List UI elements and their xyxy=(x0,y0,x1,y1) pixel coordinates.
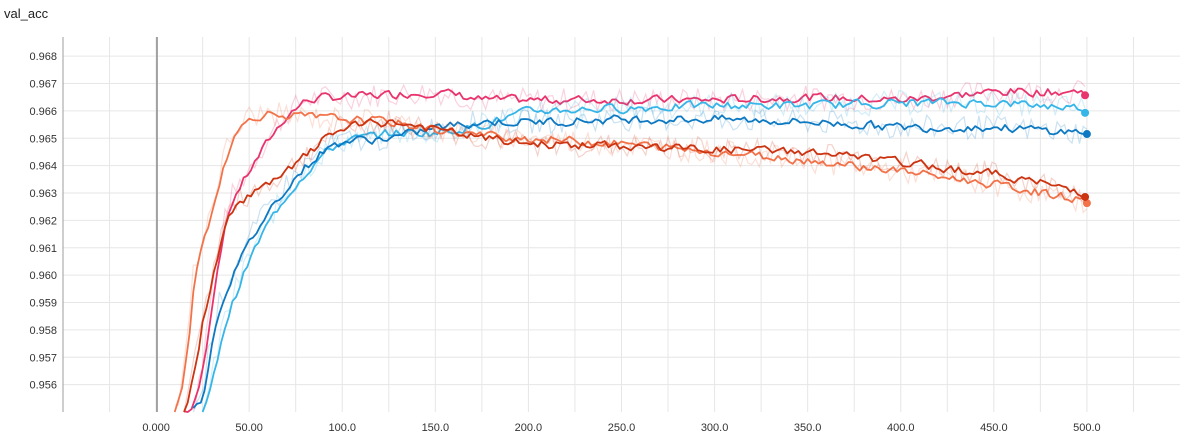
series-raw-line xyxy=(184,79,1086,413)
y-tick-label: 0.959 xyxy=(29,298,57,310)
series-line[interactable] xyxy=(183,118,1086,413)
series-raw-line xyxy=(183,110,1086,413)
y-tick-label: 0.956 xyxy=(29,380,57,392)
x-tick-label: 200.0 xyxy=(515,422,543,434)
x-tick-label: 350.0 xyxy=(794,422,822,434)
y-tick-label: 0.965 xyxy=(29,133,57,145)
x-tick-label: 50.00 xyxy=(235,422,263,434)
y-tick-label: 0.966 xyxy=(29,106,57,118)
x-tick-label: 450.0 xyxy=(980,422,1008,434)
y-tick-label: 0.964 xyxy=(29,161,57,173)
y-tick-label: 0.957 xyxy=(29,352,57,364)
tick-labels: 0.956 0.957 0.958 0.959 0.960 0.961 0.962 0.963… xyxy=(29,51,1100,434)
series-line[interactable] xyxy=(173,110,1088,413)
x-tick-label: 0.000 xyxy=(142,422,170,434)
y-tick-label: 0.963 xyxy=(29,188,57,200)
x-tick-label: 400.0 xyxy=(887,422,915,434)
y-tick-label: 0.961 xyxy=(29,243,57,255)
y-tick-label: 0.958 xyxy=(29,325,57,337)
end-markers xyxy=(1081,91,1091,208)
series-end-marker xyxy=(1082,199,1091,208)
grid xyxy=(63,37,1180,412)
x-tick-label: 300.0 xyxy=(701,422,729,434)
x-tick-label: 100.0 xyxy=(328,422,356,434)
x-tick-label: 500.0 xyxy=(1073,422,1101,434)
y-tick-label: 0.968 xyxy=(29,51,57,63)
series-line[interactable] xyxy=(192,114,1087,409)
x-tick-label: 250.0 xyxy=(608,422,636,434)
y-tick-label: 0.967 xyxy=(29,79,57,91)
series-end-marker xyxy=(1082,130,1091,139)
series-end-marker xyxy=(1081,108,1090,117)
series-end-marker xyxy=(1081,192,1090,201)
y-tick-label: 0.960 xyxy=(29,270,57,282)
chart-title: val_acc xyxy=(4,6,49,21)
series-line[interactable] xyxy=(201,97,1086,413)
x-tick-label: 150.0 xyxy=(422,422,450,434)
series-raw-line xyxy=(192,106,1088,413)
series-lines[interactable] xyxy=(173,79,1088,413)
series-line[interactable] xyxy=(183,87,1086,413)
series-end-marker xyxy=(1081,91,1090,100)
y-tick-label: 0.962 xyxy=(29,215,57,227)
